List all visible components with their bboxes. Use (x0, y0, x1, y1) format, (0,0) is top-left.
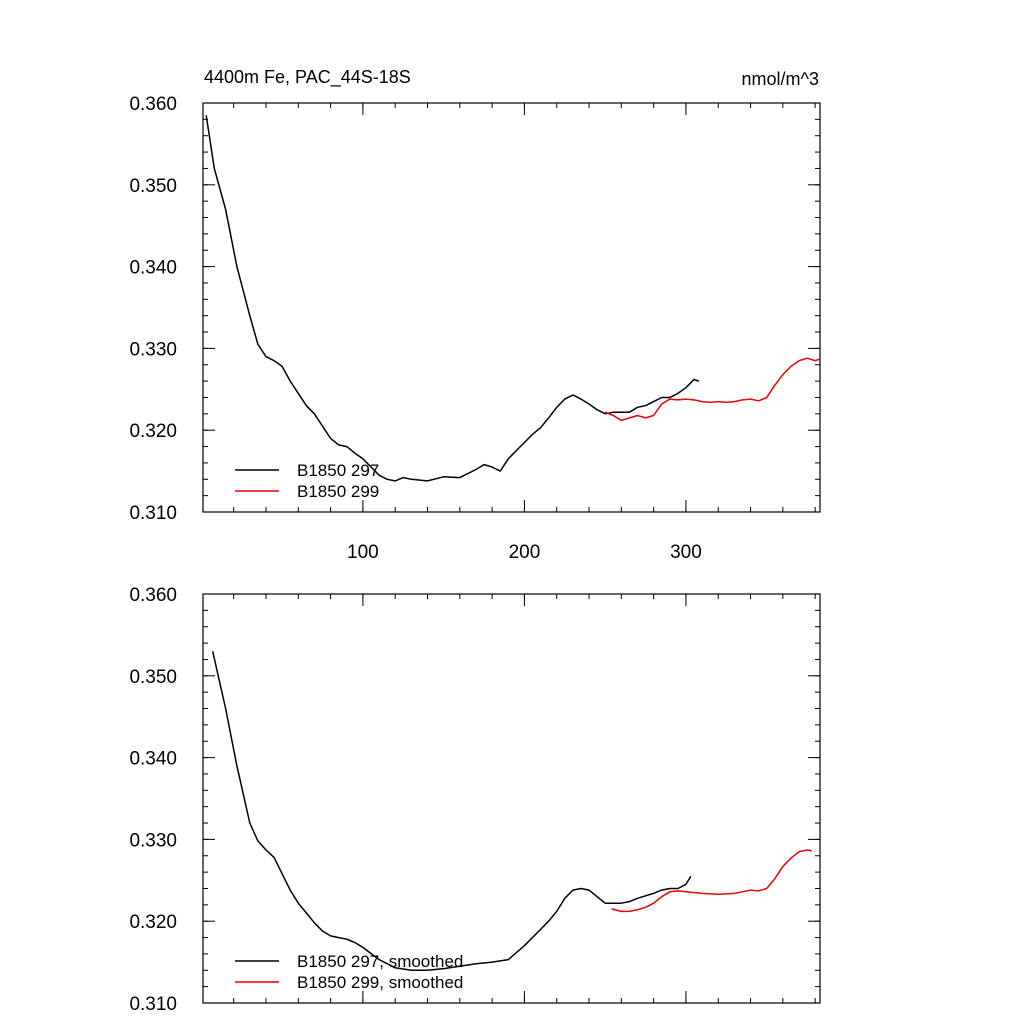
legend-entry: B1850 297 (297, 461, 379, 480)
y-tick-label: 0.340 (129, 749, 177, 770)
top-panel: 4400m Fe, PAC_44S-18S nmol/m^3 0.310 0.32… (129, 67, 821, 563)
series-line-1 (205, 115, 700, 482)
y-tick-label: 0.350 (129, 667, 177, 688)
x-tick-label: 200 (509, 542, 541, 563)
y-tick-label: 0.360 (129, 94, 177, 115)
y-tick-label: 0.310 (129, 503, 177, 524)
series-line-1 (211, 651, 692, 972)
plot-frame (202, 593, 821, 1004)
y-tick-label: 0.330 (129, 339, 177, 360)
y-tick-label: 0.320 (129, 421, 177, 442)
y-tick-label: 0.320 (129, 912, 177, 933)
y-tick-label: 0.310 (129, 994, 177, 1015)
series-line-2 (604, 357, 821, 422)
y-tick-label: 0.350 (129, 176, 177, 197)
series-line-2 (611, 849, 813, 913)
y-tick-label: 0.340 (129, 258, 177, 279)
panel-title-right: nmol/m^3 (742, 69, 819, 89)
y-tick-label: 0.360 (129, 585, 177, 606)
panel-title-left: 4400m Fe, PAC_44S-18S (204, 67, 411, 88)
y-tick-label: 0.330 (129, 830, 177, 851)
x-tick-label: 300 (670, 542, 702, 563)
legend-entry: B1850 299 (297, 482, 379, 501)
bottom-panel: 0.310 0.320 0.330 0.340 0.350 0.360 B1850 297,… (129, 585, 821, 1015)
x-tick-label: 100 (347, 542, 379, 563)
plot-frame (202, 102, 821, 513)
legend-entry: B1850 297, smoothed (297, 952, 463, 971)
legend-entry: B1850 299, smoothed (297, 973, 463, 992)
